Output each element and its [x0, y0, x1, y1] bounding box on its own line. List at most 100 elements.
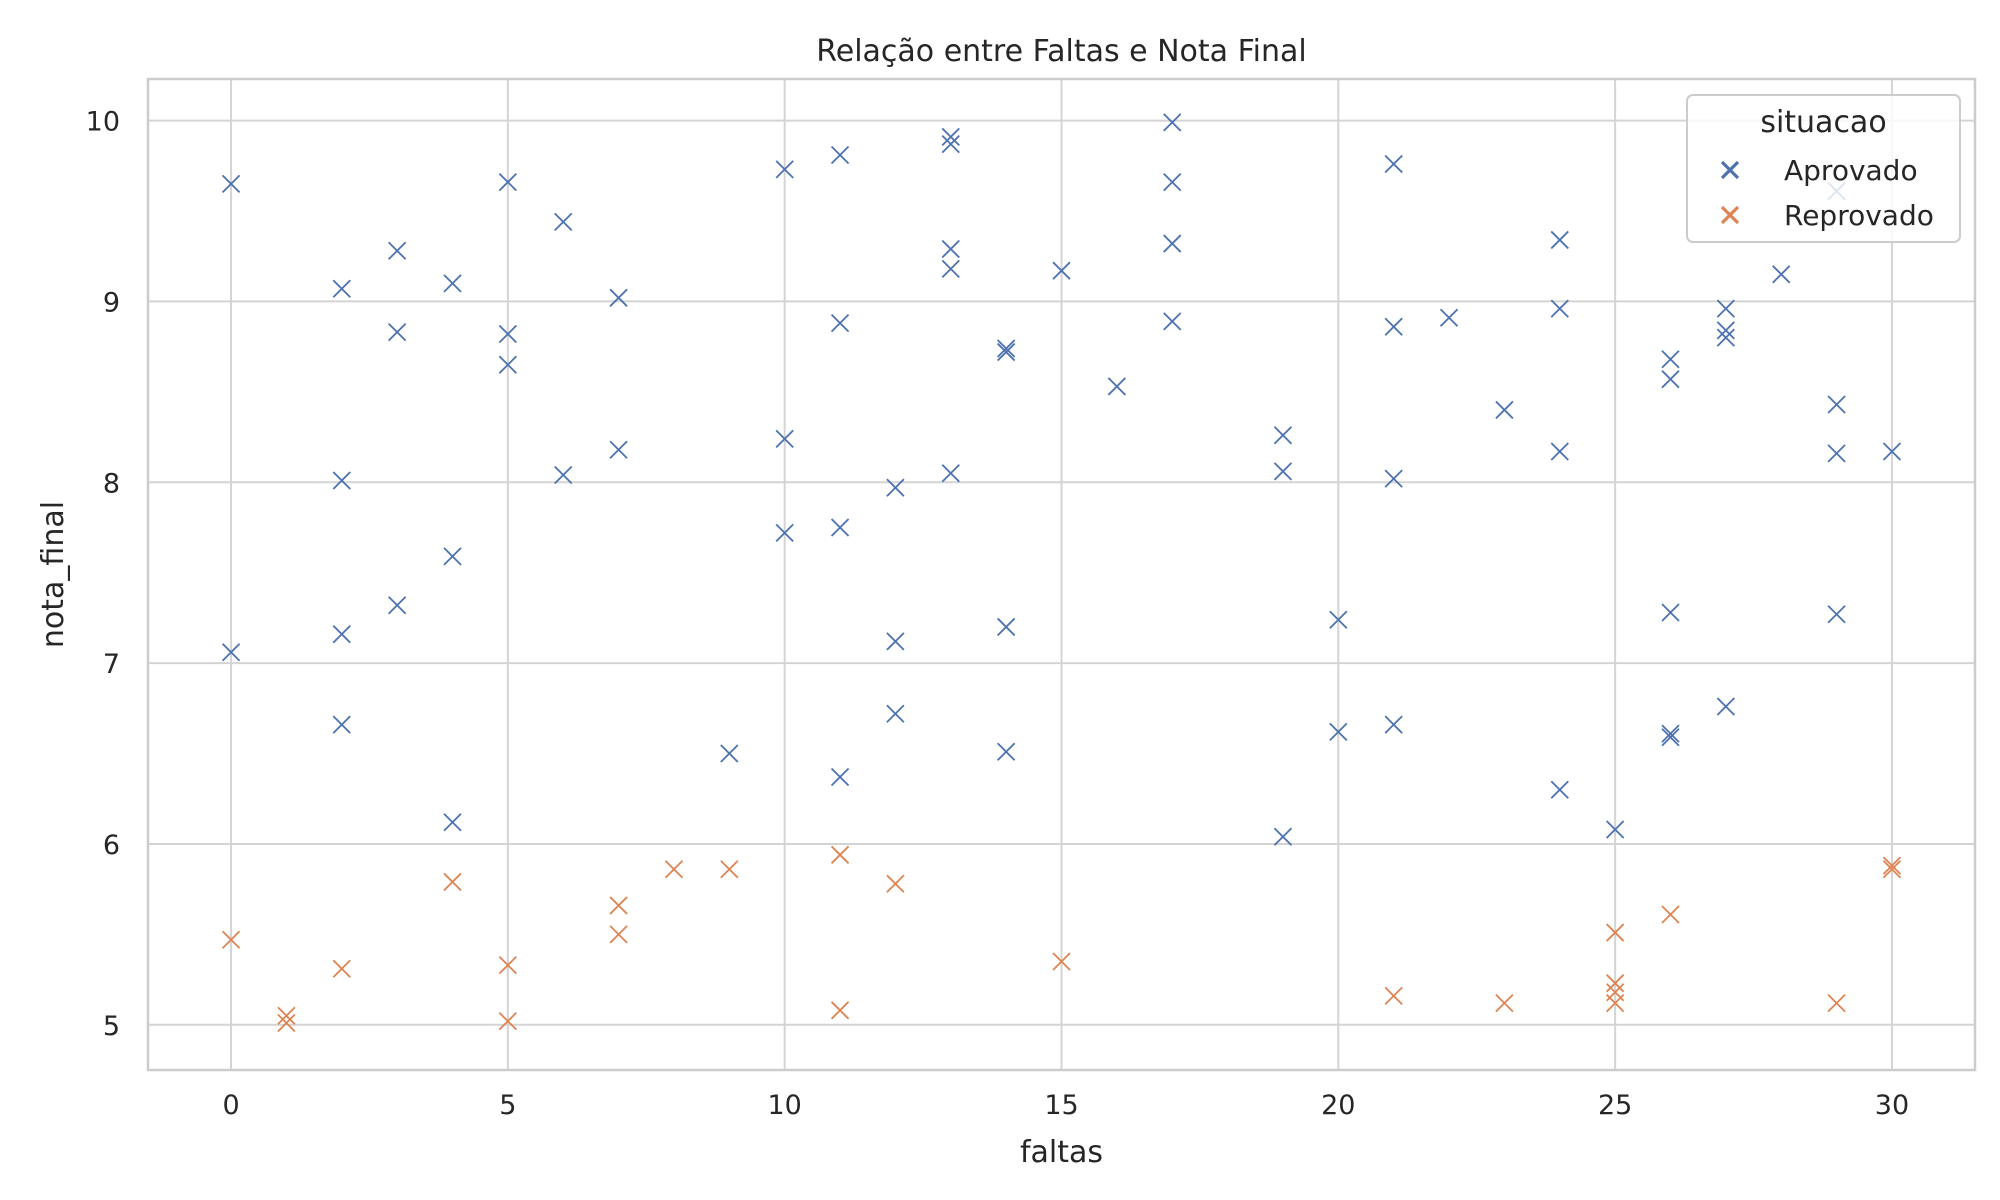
data-point-aprovado: [996, 617, 1016, 637]
tick-labels: 0 5 10 15 20 25 30 5 6 7 8 9 10: [86, 107, 1909, 1121]
data-point-reprovado: [830, 1001, 850, 1020]
data-point-aprovado: [221, 643, 241, 662]
x-tick-label: 20: [1321, 1090, 1355, 1121]
chart-title: Relação entre Faltas e Nota Final: [816, 34, 1307, 69]
data-point-aprovado: [443, 813, 462, 832]
data-points: [221, 113, 1902, 1033]
data-point-aprovado: [1273, 462, 1293, 481]
data-point-aprovado: [830, 767, 850, 787]
data-point-reprovado: [1605, 993, 1625, 1013]
data-point-aprovado: [996, 342, 1016, 362]
data-point-reprovado: [221, 930, 241, 949]
data-point-aprovado: [1329, 610, 1348, 629]
data-point-aprovado: [1052, 261, 1071, 280]
data-point-aprovado: [1661, 603, 1680, 622]
data-point-aprovado: [886, 478, 905, 497]
data-point-aprovado: [387, 323, 407, 342]
grid: [148, 79, 1975, 1070]
x-tick-label: 30: [1875, 1090, 1909, 1121]
x-tick-label: 0: [222, 1090, 239, 1121]
data-point-reprovado: [1495, 993, 1514, 1013]
data-point-reprovado: [1882, 856, 1902, 875]
data-point-aprovado: [1827, 605, 1846, 624]
data-point-aprovado: [775, 429, 794, 449]
data-point-aprovado: [1550, 230, 1569, 250]
data-point-aprovado: [1163, 172, 1182, 192]
data-point-aprovado: [609, 288, 628, 307]
data-point-reprovado: [1827, 993, 1846, 1013]
data-point-aprovado: [1827, 444, 1846, 463]
data-point-reprovado: [277, 1006, 296, 1025]
data-point-reprovado: [1384, 986, 1403, 1005]
data-point-aprovado: [1273, 426, 1293, 445]
data-point-aprovado: [1107, 377, 1127, 396]
legend-box: [1686, 94, 1961, 243]
legend-marker-aprovado: [1720, 160, 1740, 180]
y-tick-label: 10: [86, 107, 120, 138]
data-point-aprovado: [387, 241, 407, 260]
data-point-aprovado: [1439, 308, 1459, 327]
data-point-aprovado: [830, 518, 850, 537]
legend-label-reprovado: Reprovado: [1784, 199, 1934, 232]
data-point-aprovado: [1550, 442, 1569, 461]
data-point-aprovado: [830, 313, 850, 333]
data-point-aprovado: [1716, 321, 1736, 340]
data-point-aprovado: [1550, 780, 1569, 799]
data-point-aprovado: [498, 355, 518, 374]
x-tick-label: 15: [1044, 1090, 1078, 1121]
data-point-aprovado: [1384, 317, 1403, 336]
y-tick-label: 6: [103, 830, 120, 861]
data-point-reprovado: [498, 955, 518, 975]
data-point-aprovado: [609, 440, 628, 459]
data-point-aprovado: [775, 160, 794, 179]
data-point-aprovado: [443, 274, 462, 293]
data-point-aprovado: [332, 279, 351, 298]
y-tick-label: 5: [103, 1011, 120, 1042]
data-point-aprovado: [221, 174, 241, 194]
data-point-reprovado: [664, 860, 684, 879]
data-point-aprovado: [332, 715, 351, 734]
data-point-aprovado: [1882, 442, 1902, 461]
data-point-aprovado: [886, 704, 905, 723]
data-point-aprovado: [941, 259, 960, 279]
data-point-reprovado: [1661, 905, 1680, 924]
data-point-aprovado: [996, 742, 1016, 761]
data-point-reprovado: [720, 860, 739, 879]
data-point-aprovado: [1716, 328, 1736, 347]
y-tick-label: 9: [103, 287, 120, 318]
plot-frame: [146, 77, 1977, 1072]
y-tick-label: 7: [103, 649, 120, 680]
data-point-aprovado: [1163, 113, 1182, 132]
data-point-aprovado: [1716, 697, 1736, 716]
data-point-aprovado: [830, 145, 850, 165]
data-point-aprovado: [941, 464, 960, 483]
data-point-reprovado: [1605, 974, 1625, 993]
data-point-reprovado: [886, 874, 905, 893]
data-point-aprovado: [1495, 400, 1514, 420]
data-point-aprovado: [886, 632, 905, 651]
legend-title: situacao: [1760, 105, 1886, 140]
data-point-aprovado: [1550, 299, 1569, 318]
data-point-reprovado: [1605, 923, 1625, 942]
data-point-aprovado: [1661, 728, 1680, 747]
legend-marker-reprovado: [1720, 205, 1740, 225]
data-point-aprovado: [1163, 234, 1182, 253]
data-point-reprovado: [277, 1013, 296, 1033]
data-point-aprovado: [1716, 299, 1736, 318]
data-point-aprovado: [332, 471, 351, 490]
data-point-aprovado: [996, 339, 1016, 358]
legend: situacao Aprovado Reprovado: [1686, 94, 1961, 243]
data-point-aprovado: [1384, 154, 1403, 174]
data-point-aprovado: [1384, 469, 1403, 488]
data-point-aprovado: [387, 596, 407, 615]
data-point-aprovado: [498, 172, 518, 192]
data-point-aprovado: [1827, 395, 1846, 414]
data-point-aprovado: [941, 239, 960, 259]
data-point-aprovado: [498, 324, 518, 344]
data-point-reprovado: [830, 845, 850, 864]
data-point-aprovado: [775, 523, 794, 543]
y-tick-label: 8: [103, 468, 120, 499]
